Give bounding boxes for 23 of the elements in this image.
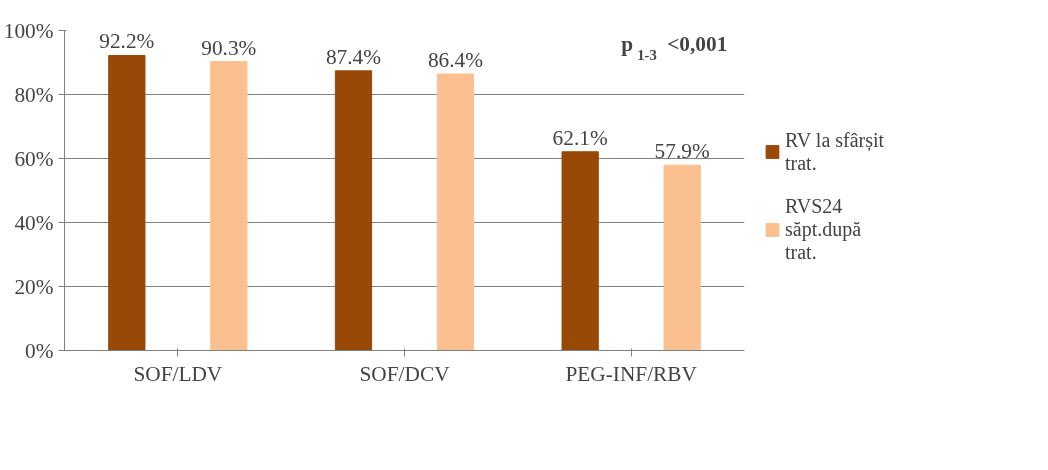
x-tick-label: PEG-INF/RBV <box>565 361 698 386</box>
bar <box>108 54 146 351</box>
data-label: 86.4% <box>427 48 484 73</box>
y-tick-label: 60% <box>14 146 54 171</box>
x-tick-label: SOF/DCV <box>359 361 451 386</box>
legend-label: RV la sfârșit trat. <box>785 128 885 175</box>
data-label: 90.3% <box>201 35 257 60</box>
y-tick-label: 0% <box>25 338 54 363</box>
y-tick-label: 100% <box>3 18 54 43</box>
data-label: 92.2% <box>99 29 155 54</box>
data-label: 57.9% <box>654 139 710 164</box>
y-tick-label: 20% <box>14 274 54 299</box>
bar <box>334 70 373 351</box>
y-tick-label: 80% <box>14 82 54 107</box>
data-label: 62.1% <box>552 125 608 150</box>
y-tick-label: 40% <box>14 210 54 235</box>
bar <box>561 151 599 351</box>
bar <box>663 164 701 351</box>
legend-label: RVS24 săpt.după trat. <box>785 194 862 264</box>
bar <box>436 73 475 351</box>
bar <box>210 61 248 351</box>
data-label: 87.4% <box>325 44 382 69</box>
x-tick-label: SOF/LDV <box>133 361 223 386</box>
